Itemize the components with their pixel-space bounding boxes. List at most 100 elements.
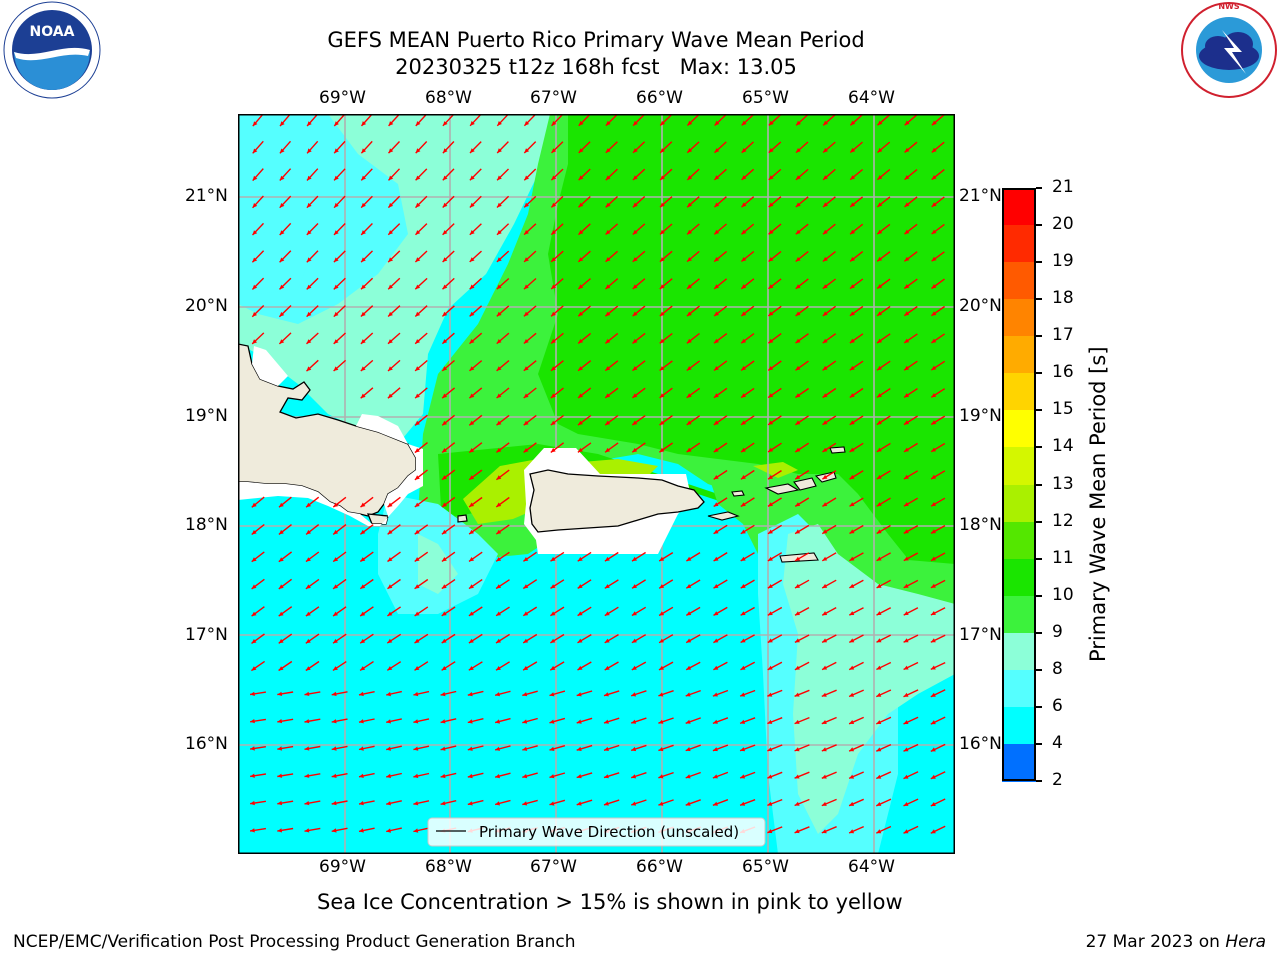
wave-direction-arrowhead (931, 556, 936, 561)
wave-direction-arrowhead (442, 366, 448, 371)
lat-label-left: 16°N (185, 734, 228, 754)
wave-direction-arrowhead (387, 393, 393, 399)
wave-direction-arrowhead (359, 691, 364, 697)
wave-direction-arrowhead (794, 774, 800, 779)
wave-direction-arrowhead (549, 719, 555, 724)
wave-direction-arrowhead (414, 584, 420, 589)
wave-direction-arrowhead (686, 447, 692, 453)
wave-direction-arrowhead (551, 175, 557, 181)
wave-direction-arrowhead (714, 284, 719, 289)
wave-direction-arrowhead (686, 638, 692, 643)
wave-direction-arrowhead (768, 311, 774, 316)
wave-direction-arrowhead (904, 420, 909, 425)
wave-direction-arrowhead (904, 256, 910, 262)
colorbar-tick-mark (1036, 668, 1042, 671)
wave-direction-arrowhead (767, 801, 773, 806)
wave-direction-arrowhead (252, 148, 258, 154)
wave-direction-arrowhead (305, 666, 311, 671)
wave-direction-arrowhead (714, 202, 720, 208)
wave-direction-arrowhead (930, 802, 936, 806)
colorbar-tick-mark (1036, 224, 1042, 227)
wave-direction-arrowhead (605, 284, 611, 289)
wave-direction-arrowhead (795, 474, 801, 480)
wave-direction-arrowhead (386, 828, 391, 833)
wave-direction-arrowhead (740, 529, 746, 534)
wave-direction-arrowhead (441, 529, 447, 535)
wave-direction-arrowhead (632, 393, 638, 398)
wave-direction-arrowhead (522, 719, 528, 724)
wave-direction-arrowhead (685, 774, 691, 779)
wave-direction-arrowhead (605, 366, 611, 371)
wave-direction-arrowhead (388, 230, 393, 235)
wave-direction-arrowhead (741, 311, 747, 316)
wave-direction-arrowhead (794, 719, 800, 724)
wave-direction-arrowhead (632, 311, 638, 317)
colorbar-tick-mark (1036, 520, 1042, 523)
wave-direction-arrowhead (578, 366, 583, 371)
wave-direction-arrowhead (550, 584, 556, 589)
wave-direction-arrowhead (333, 584, 338, 589)
wave-direction-arrowhead (659, 420, 665, 425)
wave-direction-arrowhead (361, 257, 366, 263)
wave-direction-arrowhead (821, 774, 827, 779)
wave-direction-arrowhead (250, 719, 255, 724)
wave-direction-arrowhead (931, 202, 937, 207)
wave-direction-arrowhead (277, 691, 283, 696)
wave-direction-arrowhead (413, 773, 419, 779)
wave-direction-arrowhead (767, 829, 773, 834)
wave-direction-arrowhead (903, 556, 909, 561)
wave-direction-arrowhead (440, 746, 446, 751)
wave-direction-arrowhead (523, 366, 529, 371)
wave-direction-arrowhead (360, 611, 366, 616)
wave-direction-arrowhead (931, 447, 937, 452)
wave-direction-arrowhead (467, 801, 473, 806)
wave-direction-arrowhead (686, 556, 692, 561)
wave-direction-arrowhead (496, 557, 502, 562)
wave-direction-arrowhead (877, 256, 883, 262)
colorbar-tick-label: 13 (1052, 473, 1074, 494)
wave-direction-arrowhead (604, 611, 610, 616)
wave-direction-arrowhead (304, 746, 310, 751)
colorbar-tick-mark (1036, 631, 1042, 634)
wave-direction-arrowhead (849, 529, 855, 534)
wave-direction-arrowhead (849, 311, 855, 316)
wave-direction-arrowhead (523, 420, 529, 426)
wave-direction-arrowhead (279, 148, 285, 154)
wave-direction-arrowhead (304, 691, 310, 696)
wave-direction-arrowhead (576, 746, 582, 751)
wave-direction-arrowhead (551, 338, 556, 344)
wave-direction-arrowhead (578, 338, 584, 344)
wave-direction-arrowhead (415, 311, 421, 317)
wave-direction-arrowhead (496, 366, 502, 371)
colorbar-label: Primary Wave Mean Period [s] (1086, 346, 1110, 662)
wave-direction-arrowhead (361, 202, 366, 208)
wave-direction-arrowhead (251, 639, 257, 644)
wave-direction-arrowhead (388, 339, 393, 344)
colorbar-segment (1002, 595, 1036, 634)
wave-direction-arrowhead (551, 230, 557, 235)
wave-direction-arrowhead (741, 447, 746, 453)
wave-direction-arrowhead (522, 774, 528, 779)
wave-direction-arrowhead (605, 120, 611, 126)
wave-direction-arrowhead (414, 638, 420, 644)
wave-direction-arrowhead (386, 746, 391, 751)
wave-direction-arrowhead (849, 474, 855, 480)
wave-direction-arrowhead (687, 284, 692, 289)
wave-direction-arrowhead (904, 365, 910, 371)
wave-direction-arrowhead (904, 202, 910, 207)
wave-direction-arrowhead (795, 202, 801, 207)
wave-direction-arrowhead (252, 339, 257, 344)
wave-direction-arrowhead (495, 719, 500, 724)
svg-text:NWS: NWS (1218, 2, 1240, 11)
wave-direction-arrowhead (930, 829, 936, 834)
lon-label-bottom: 64°W (848, 857, 895, 877)
wave-direction-arrowhead (713, 529, 719, 534)
wave-direction-arrowhead (359, 719, 364, 724)
wave-direction-arrowhead (823, 120, 828, 126)
footer-branch: NCEP/EMC/Verification Post Processing Pr… (13, 932, 576, 952)
wave-direction-arrowhead (442, 502, 447, 507)
wave-direction-arrowhead (931, 311, 937, 316)
wave-direction-arrowhead (712, 801, 718, 806)
wave-direction-arrowhead (714, 148, 720, 153)
lon-label-top: 65°W (742, 88, 789, 108)
